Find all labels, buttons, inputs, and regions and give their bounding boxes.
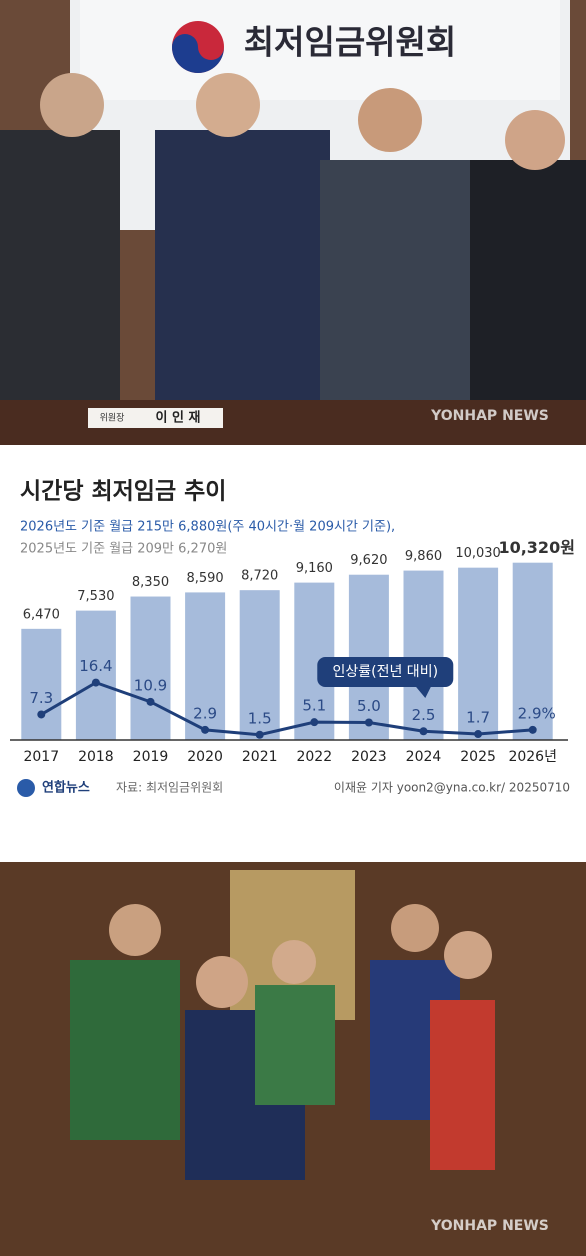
- bar-value-label: 7,530: [77, 589, 114, 604]
- chart-title: 시간당 최저임금 추이: [20, 479, 226, 505]
- rate-marker: [528, 725, 537, 734]
- bar: [130, 596, 171, 740]
- annotation-box: [317, 657, 454, 687]
- bar: [185, 592, 226, 740]
- x-tick-label: 2024: [406, 749, 442, 765]
- bar: [458, 567, 499, 740]
- rate-label: 2.5: [412, 706, 436, 724]
- watermark: YONHAP NEWS: [430, 1218, 549, 1234]
- person: [70, 960, 180, 1140]
- person: [430, 1000, 495, 1170]
- bar: [75, 610, 116, 740]
- rate-label: 5.0: [357, 697, 381, 715]
- x-tick-label: 2020: [187, 749, 223, 765]
- chart: 시간당 최저임금 추이 2026년도 기준 월급 215만 6,880원(주 4…: [10, 479, 575, 797]
- bar-value-label: 9,160: [296, 561, 333, 576]
- face: [358, 88, 422, 152]
- bar-value-label: 9,860: [405, 549, 442, 564]
- rate-line: [40, 680, 533, 737]
- face: [40, 73, 104, 137]
- bar-value-label: 9,620: [350, 553, 387, 568]
- face: [391, 904, 439, 952]
- bar-value-label: 8,590: [186, 571, 223, 586]
- bar-value-label: 10,030: [455, 546, 501, 561]
- x-tick-label: 2023: [351, 749, 387, 765]
- bar: [512, 562, 553, 740]
- sign-text: 최저임금위원회: [244, 23, 457, 62]
- bar: [239, 590, 280, 740]
- bar-value-label: 6,470: [23, 607, 60, 622]
- rate-label: 2.9: [193, 704, 217, 722]
- source: 자료: 최저임금위원회: [116, 781, 223, 795]
- person: [0, 130, 120, 400]
- face: [196, 73, 260, 137]
- rate-label: 2.9%: [518, 704, 556, 722]
- watermark: YONHAP NEWS: [430, 408, 549, 424]
- chart-subtitle: 2025년도 기준 월급 209만 6,270원: [20, 542, 227, 557]
- person: [320, 160, 470, 400]
- rate-marker: [310, 718, 319, 727]
- photo-bottom: YONHAP NEWS: [0, 862, 586, 1256]
- credit: 이재윤 기자 yoon2@yna.co.kr/ 20250710: [334, 781, 570, 795]
- bar-value-label: 10,320원: [498, 538, 574, 557]
- sign-logo-blue: [172, 34, 224, 73]
- logo: 연합뉴스: [42, 780, 90, 796]
- chart-subtitle: 2026년도 기준 월급 215만 6,880원(주 40시간·월 209시간 …: [20, 520, 395, 535]
- rate-label: 7.3: [29, 689, 53, 707]
- rate-marker: [364, 718, 373, 727]
- bar: [21, 628, 62, 740]
- photo-top: 최저임금위원회 위원장 이 인 재 YONHAP NEWS: [0, 0, 586, 445]
- rate-label: 1.7: [466, 709, 490, 727]
- rate-marker: [419, 727, 428, 736]
- person: [470, 160, 586, 400]
- rate-marker: [91, 678, 100, 687]
- rate-label: 1.5: [248, 709, 272, 727]
- x-tick-label: 2017: [23, 749, 59, 765]
- rate-label: 10.9: [134, 676, 167, 694]
- bar: [403, 570, 444, 740]
- logo-mark: [17, 779, 35, 797]
- x-tick-label: 2026년: [508, 749, 557, 765]
- nameplate-title: 위원장: [100, 413, 125, 424]
- person: [155, 130, 330, 400]
- x-tick-label: 2019: [133, 749, 169, 765]
- sign-board: [80, 0, 560, 100]
- annotation: 인상률(전년 대비): [333, 664, 439, 680]
- rate-marker: [474, 730, 483, 739]
- bar-value-label: 8,720: [241, 569, 278, 584]
- face: [444, 931, 492, 979]
- rate-marker: [146, 697, 155, 706]
- rate-label: 5.1: [302, 697, 326, 715]
- x-tick-label: 2022: [296, 749, 332, 765]
- x-tick-label: 2025: [460, 749, 496, 765]
- rate-marker: [255, 730, 264, 739]
- x-tick-label: 2021: [242, 749, 278, 765]
- nameplate-name: 이 인 재: [156, 410, 201, 426]
- rate-marker: [37, 710, 46, 719]
- face: [109, 904, 161, 956]
- bar-value-label: 8,350: [132, 575, 169, 590]
- face: [272, 940, 316, 984]
- rate-marker: [201, 725, 210, 734]
- annotation-pointer: [415, 686, 432, 698]
- nameplate: [88, 408, 223, 428]
- x-tick-label: 2018: [78, 749, 114, 765]
- face: [505, 110, 565, 170]
- person: [255, 985, 335, 1105]
- face: [196, 956, 248, 1008]
- rate-label: 16.4: [79, 657, 112, 675]
